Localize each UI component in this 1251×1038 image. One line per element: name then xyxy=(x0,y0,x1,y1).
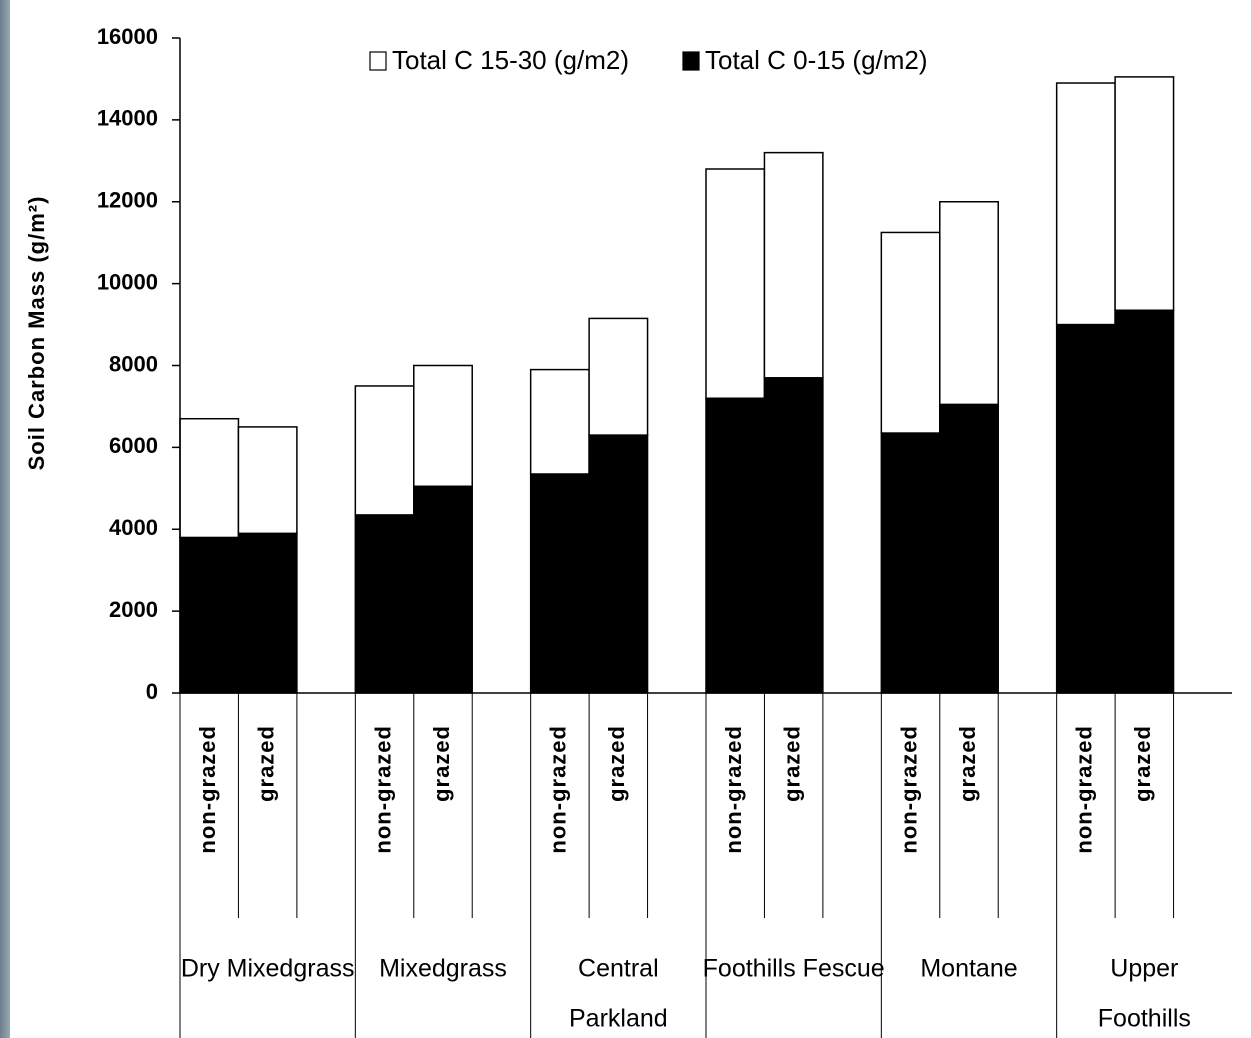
bar-segment xyxy=(237,426,298,535)
y-axis-label: Soil Carbon Mass (g/m²) xyxy=(24,196,49,471)
y-tick-label: 8000 xyxy=(109,351,158,376)
bar-segment xyxy=(1114,309,1175,694)
bar-segment xyxy=(588,317,649,436)
y-tick-label: 14000 xyxy=(97,106,158,131)
x-tick-label: grazed xyxy=(779,725,804,802)
group-label: Parkland xyxy=(569,1005,668,1033)
bar-segment xyxy=(354,514,415,694)
x-tick-label: grazed xyxy=(955,725,980,802)
bar-segment xyxy=(939,403,999,694)
x-tick-label: non-grazed xyxy=(1072,725,1097,854)
y-tick-label: 0 xyxy=(146,679,158,704)
bar-segment xyxy=(529,368,590,475)
bar-segment xyxy=(179,536,240,694)
y-tick-label: 2000 xyxy=(109,597,158,622)
bar-segment xyxy=(1055,82,1116,326)
group-label: Mixedgrass xyxy=(379,955,507,983)
bar-segment xyxy=(588,434,649,694)
bar-segment xyxy=(705,397,766,694)
bar-segment xyxy=(354,385,415,516)
y-tick-label: 4000 xyxy=(109,515,158,540)
y-tick-label: 12000 xyxy=(97,188,158,213)
x-tick-label: grazed xyxy=(253,725,278,802)
bar-segment xyxy=(1114,76,1175,311)
x-tick-label: non-grazed xyxy=(195,725,220,854)
y-tick-label: 6000 xyxy=(109,433,158,458)
x-tick-label: non-grazed xyxy=(370,725,395,854)
legend-swatch xyxy=(682,51,700,71)
legend-swatch xyxy=(369,51,387,71)
x-tick-label: non-grazed xyxy=(546,725,571,854)
bar-segment xyxy=(939,201,999,406)
bar-segment xyxy=(763,377,824,694)
bar-segment xyxy=(413,485,473,694)
x-tick-label: grazed xyxy=(1130,725,1155,802)
y-tick-label: 10000 xyxy=(97,269,158,294)
group-label: Upper xyxy=(1110,955,1178,983)
bar-segment xyxy=(413,364,473,488)
bar-segment xyxy=(1055,323,1116,694)
x-tick-label: non-grazed xyxy=(896,725,921,854)
group-label: Foothills xyxy=(1098,1005,1191,1033)
group-label: Montane xyxy=(920,955,1017,983)
group-label: Central xyxy=(578,955,659,983)
bar-segment xyxy=(880,231,941,434)
y-tick-label: 16000 xyxy=(97,24,158,49)
bar-segment xyxy=(529,473,590,694)
legend-label: Total C 0-15 (g/m2) xyxy=(705,45,928,75)
bar-segment xyxy=(237,532,298,694)
bar-segment xyxy=(880,432,941,694)
bar-segment xyxy=(705,168,766,399)
x-tick-label: grazed xyxy=(429,725,454,802)
x-tick-label: grazed xyxy=(604,725,629,802)
group-label: Dry Mixedgrass xyxy=(181,955,355,983)
bar-segment xyxy=(179,417,240,539)
group-label: Foothills Fescue xyxy=(703,955,885,983)
x-tick-label: non-grazed xyxy=(721,725,746,854)
bar-segment xyxy=(763,151,824,379)
legend-label: Total C 15-30 (g/m2) xyxy=(392,45,629,75)
